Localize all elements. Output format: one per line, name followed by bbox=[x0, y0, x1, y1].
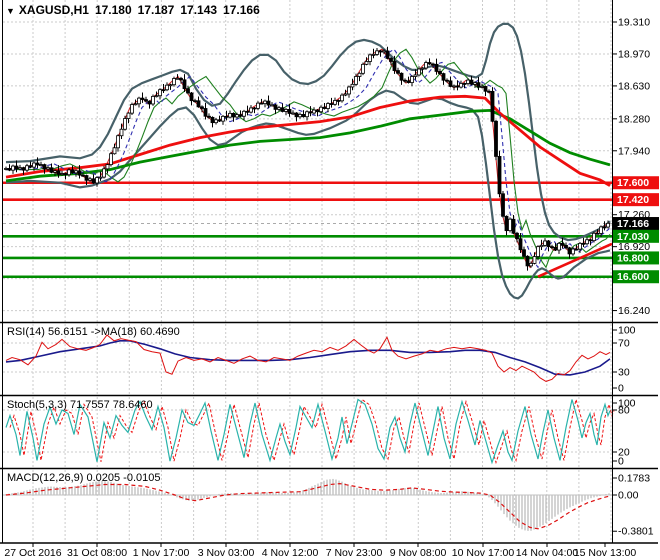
svg-text:17.940: 17.940 bbox=[618, 145, 650, 157]
quote-close: 17.166 bbox=[223, 3, 260, 17]
panel-borders bbox=[0, 0, 658, 544]
fast-ma-green bbox=[6, 48, 611, 269]
symbol-header: ▼ XAGUSD,H1 17.180 17.187 17.143 17.166 bbox=[6, 3, 266, 17]
fast-ma-blue bbox=[6, 48, 611, 269]
quote-low: 17.143 bbox=[180, 3, 218, 17]
svg-text:-0.3801: -0.3801 bbox=[618, 526, 654, 538]
svg-text:30: 30 bbox=[618, 367, 630, 379]
fast-ma-red bbox=[5, 48, 611, 269]
symbol-dropdown-icon[interactable]: ▼ bbox=[6, 6, 15, 16]
svg-text:80: 80 bbox=[618, 405, 630, 417]
rsi-ma-line bbox=[5, 340, 611, 376]
bollinger-upper-band bbox=[5, 22, 611, 242]
grid bbox=[3, 0, 612, 542]
svg-text:15 Nov 13:00: 15 Nov 13:00 bbox=[574, 547, 637, 559]
svg-text:16.240: 16.240 bbox=[618, 305, 650, 317]
slow-ma-green bbox=[5, 108, 611, 183]
support-resistance-lines bbox=[3, 181, 612, 279]
time-axis: 27 Oct 2016 31 Oct 08:00 1 Nov 17:00 3 Nov … bbox=[4, 543, 636, 559]
svg-text:18.630: 18.630 bbox=[618, 80, 650, 92]
quote-open: 17.180 bbox=[94, 3, 132, 17]
svg-text:3 Nov 03:00: 3 Nov 03:00 bbox=[198, 547, 255, 559]
svg-text:18.280: 18.280 bbox=[618, 113, 650, 125]
svg-text:16.600: 16.600 bbox=[617, 271, 649, 283]
symbol-name: XAGUSD,H1 bbox=[18, 3, 89, 17]
svg-text:4 Nov 12:00: 4 Nov 12:00 bbox=[262, 547, 319, 559]
svg-text:16.920: 16.920 bbox=[618, 241, 650, 253]
svg-text:31 Oct 08:00: 31 Oct 08:00 bbox=[67, 547, 127, 559]
svg-text:100: 100 bbox=[618, 398, 636, 410]
candles bbox=[4, 46, 610, 271]
svg-text:17.420: 17.420 bbox=[617, 194, 649, 206]
svg-text:9 Nov 08:00: 9 Nov 08:00 bbox=[390, 547, 447, 559]
svg-text:0.00: 0.00 bbox=[618, 490, 639, 502]
svg-text:1 Nov 17:00: 1 Nov 17:00 bbox=[133, 547, 190, 559]
price-axis: 19.31018.97018.63018.28017.94017.26016.9… bbox=[612, 17, 659, 538]
svg-text:0.1783: 0.1783 bbox=[618, 473, 650, 485]
svg-text:17.030: 17.030 bbox=[617, 231, 649, 243]
quote-high: 17.187 bbox=[137, 3, 175, 17]
rsi-label: RSI(14) 56.6151 ->MA(18) 60.4690 bbox=[7, 326, 180, 338]
svg-text:17.600: 17.600 bbox=[617, 177, 649, 189]
svg-text:17.166: 17.166 bbox=[617, 218, 649, 230]
svg-text:10 Nov 17:00: 10 Nov 17:00 bbox=[452, 547, 515, 559]
macd-histogram bbox=[5, 478, 610, 531]
svg-text:100: 100 bbox=[618, 325, 636, 337]
stoch-label: Stoch(5,3,3) 71.7557 78.6460 bbox=[7, 399, 153, 411]
stoch-main-line bbox=[5, 398, 611, 465]
svg-text:7 Nov 23:00: 7 Nov 23:00 bbox=[326, 547, 383, 559]
stoch-signal-line bbox=[9, 398, 615, 465]
bollinger-lower-band bbox=[5, 89, 611, 300]
svg-text:14 Nov 04:00: 14 Nov 04:00 bbox=[516, 547, 579, 559]
svg-text:19.310: 19.310 bbox=[618, 17, 650, 29]
svg-text:70: 70 bbox=[618, 338, 630, 350]
rsi-line bbox=[5, 334, 611, 382]
macd-label: MACD(12,26,9) 0.0205 -0.0105 bbox=[7, 472, 161, 484]
svg-text:27 Oct 2016: 27 Oct 2016 bbox=[4, 547, 61, 559]
macd-signal-line bbox=[5, 482, 611, 530]
svg-text:16.800: 16.800 bbox=[617, 252, 649, 264]
ascending-trendline[interactable] bbox=[537, 242, 613, 278]
svg-text:20: 20 bbox=[618, 447, 630, 459]
svg-text:0: 0 bbox=[618, 383, 624, 395]
svg-text:0: 0 bbox=[618, 456, 624, 468]
svg-text:18.970: 18.970 bbox=[618, 48, 650, 60]
